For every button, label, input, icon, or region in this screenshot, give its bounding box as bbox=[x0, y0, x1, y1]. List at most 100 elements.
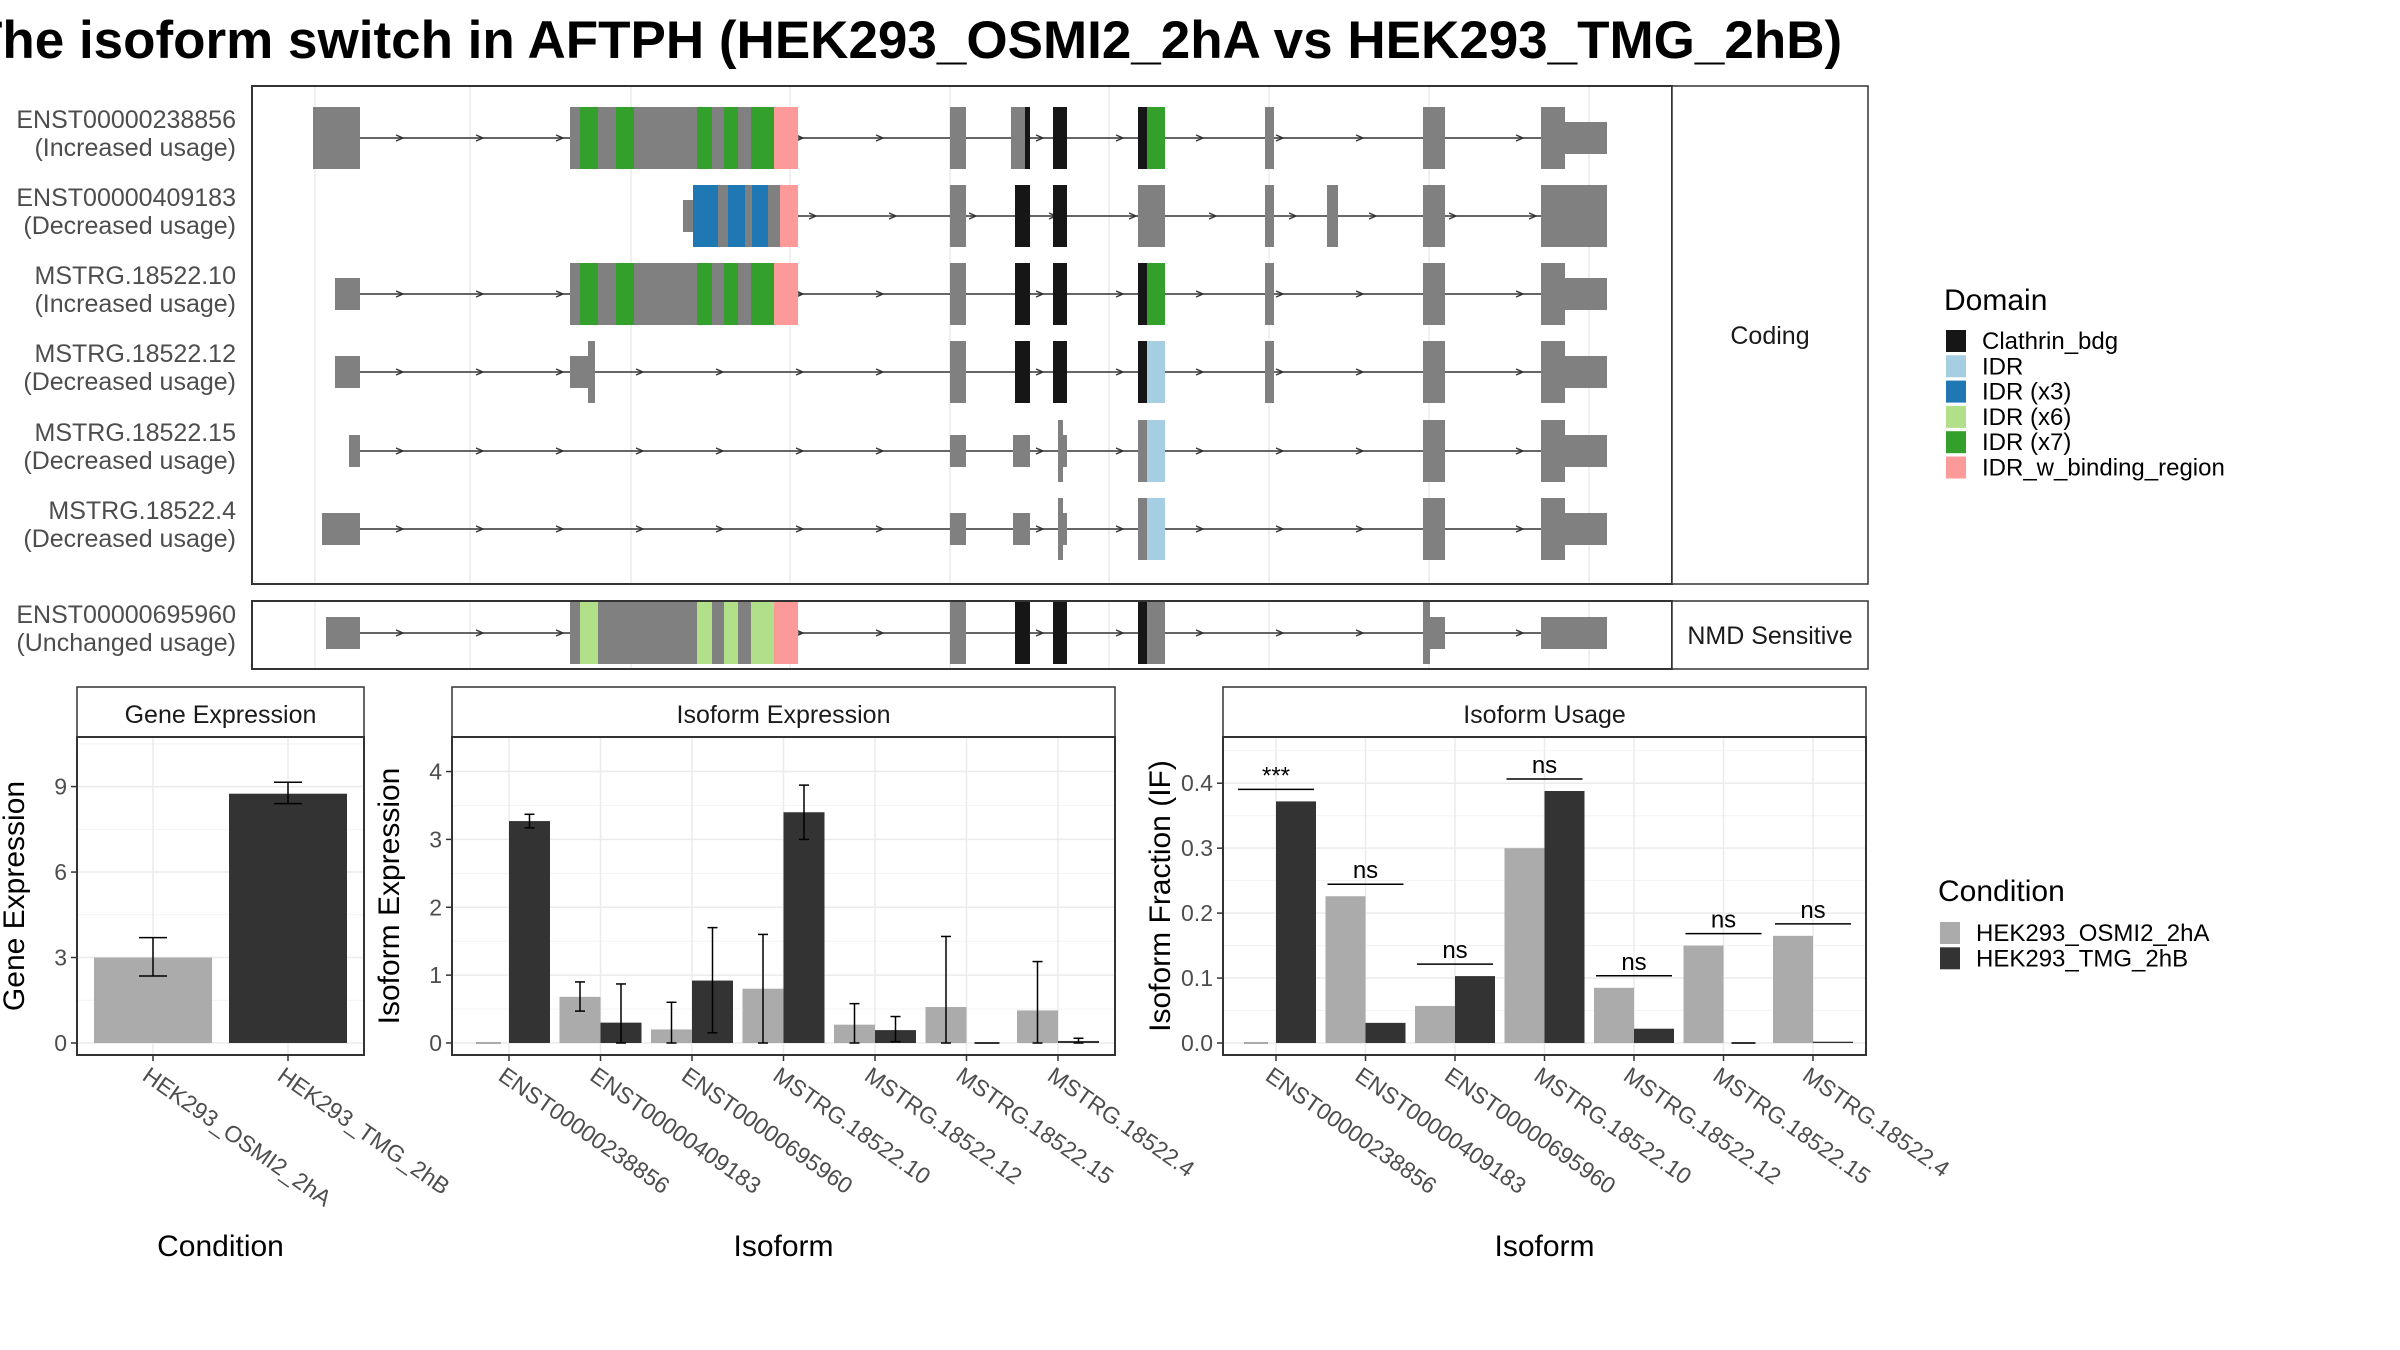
exon-segment bbox=[780, 107, 798, 169]
significance-label: ns bbox=[1711, 907, 1736, 934]
exon-segment bbox=[1147, 498, 1165, 560]
intron-arrow-icon bbox=[715, 447, 725, 455]
exon-segment bbox=[1541, 107, 1565, 169]
exon-segment bbox=[616, 107, 634, 169]
exon-segment bbox=[950, 513, 966, 545]
exon-segment bbox=[570, 602, 580, 664]
exon-segment bbox=[1013, 435, 1030, 467]
exon-segment bbox=[616, 602, 630, 664]
chart-panel: Isoform Expression 0 1 2 3 4 ENST00000238856EN… bbox=[373, 686, 1200, 1263]
exon-segment bbox=[1053, 107, 1067, 169]
intron-arrow-icon bbox=[1515, 368, 1525, 376]
transcript-usage-label: (Decreased usage) bbox=[23, 525, 236, 553]
exon-segment bbox=[950, 435, 966, 467]
exon-segment bbox=[780, 263, 798, 325]
y-tick-label: 2 bbox=[429, 894, 442, 920]
error-bar bbox=[890, 1015, 901, 1043]
intron-arrow-icon bbox=[1115, 134, 1125, 142]
exon-segment bbox=[349, 435, 360, 467]
exon-segment bbox=[1565, 513, 1607, 545]
exon-segment bbox=[656, 263, 697, 325]
exon-segment bbox=[1138, 107, 1147, 169]
exon-segment bbox=[1147, 602, 1165, 664]
intron-arrow-icon bbox=[1355, 368, 1365, 376]
intron-arrow-icon bbox=[635, 368, 645, 376]
significance-label: ns bbox=[1353, 857, 1378, 884]
transcript-usage-label: (Decreased usage) bbox=[23, 447, 236, 475]
transcript-usage-label: (Increased usage) bbox=[34, 290, 236, 318]
transcript-id-label: ENST00000695960 bbox=[16, 601, 236, 629]
exon-segment bbox=[950, 602, 966, 664]
intron-arrow-icon bbox=[1035, 525, 1045, 533]
error-bar bbox=[524, 813, 535, 829]
bar bbox=[1415, 1005, 1455, 1043]
exon-segment bbox=[1015, 341, 1030, 403]
x-axis-title: Condition bbox=[157, 1230, 284, 1263]
y-axis-title: Isoform Expression bbox=[373, 768, 406, 1025]
exon-segment bbox=[616, 263, 634, 325]
exon-segment bbox=[751, 107, 774, 169]
intron-arrow-icon bbox=[395, 368, 405, 376]
exon-segment bbox=[1138, 185, 1147, 247]
bar bbox=[1504, 848, 1545, 1043]
exon-segment bbox=[634, 107, 656, 169]
bar bbox=[1813, 1041, 1853, 1043]
domain-legend-key bbox=[1946, 405, 1966, 428]
y-tick-label: 1 bbox=[429, 962, 442, 988]
intron-arrow-icon bbox=[1128, 212, 1138, 220]
intron-arrow-icon bbox=[555, 525, 565, 533]
intron-arrow-icon bbox=[875, 629, 885, 637]
intron-arrow-icon bbox=[555, 629, 565, 637]
bar bbox=[1683, 945, 1724, 1043]
transcript-usage-label: (Unchanged usage) bbox=[16, 629, 236, 657]
exon-segment bbox=[1147, 263, 1165, 325]
exon-segment bbox=[1565, 185, 1607, 247]
y-tick-label: 0.2 bbox=[1181, 900, 1213, 926]
exon-segment bbox=[1423, 498, 1445, 560]
exon-segment bbox=[580, 263, 598, 325]
facet-label-coding: Coding bbox=[1730, 322, 1809, 350]
exon-segment bbox=[724, 602, 738, 664]
intron-arrow-icon bbox=[1355, 447, 1365, 455]
bar bbox=[783, 812, 825, 1043]
exon-segment bbox=[570, 263, 580, 325]
exon-segment bbox=[1053, 602, 1067, 664]
transcript-id-label: ENST00000238856 bbox=[16, 106, 236, 134]
exon-segment bbox=[313, 107, 360, 169]
domain-legend-key bbox=[1946, 380, 1966, 403]
exon-segment bbox=[683, 200, 693, 232]
x-tick-label: MSTRG.18522.15 bbox=[1709, 1062, 1876, 1190]
exon-segment bbox=[1025, 107, 1030, 169]
intron-arrow-icon bbox=[475, 447, 485, 455]
transcript-id-label: MSTRG.18522.10 bbox=[35, 262, 237, 290]
x-tick-label: ENST00000238856 bbox=[494, 1062, 674, 1199]
significance-label: ns bbox=[1800, 897, 1825, 924]
intron-arrow-icon bbox=[715, 368, 725, 376]
exon-segment bbox=[697, 263, 712, 325]
intron-arrow-icon bbox=[795, 447, 805, 455]
x-tick-label: ENST00000695960 bbox=[677, 1062, 857, 1199]
exon-segment bbox=[1015, 263, 1030, 325]
intron-arrow-icon bbox=[475, 629, 485, 637]
intron-arrow-icon bbox=[475, 134, 485, 142]
bar bbox=[1544, 791, 1585, 1043]
exon-segment bbox=[1053, 263, 1067, 325]
exon-segment bbox=[738, 263, 751, 325]
exon-segment bbox=[751, 263, 774, 325]
exon-segment bbox=[718, 185, 728, 247]
exon-segment bbox=[1063, 435, 1067, 467]
bar bbox=[1773, 935, 1813, 1043]
exon-segment bbox=[1058, 498, 1063, 560]
exon-segment bbox=[1565, 435, 1607, 467]
condition-legend-title: Condition bbox=[1938, 875, 2065, 908]
intron-arrow-icon bbox=[715, 525, 725, 533]
exon-segment bbox=[697, 602, 712, 664]
intron-arrow-icon bbox=[1275, 447, 1285, 455]
transcript-id-label: MSTRG.18522.15 bbox=[35, 419, 237, 447]
intron-arrow-icon bbox=[1275, 368, 1285, 376]
exon-segment bbox=[1053, 341, 1067, 403]
exon-segment bbox=[1147, 420, 1165, 482]
exon-segment bbox=[1423, 107, 1445, 169]
exon-segment bbox=[1423, 420, 1445, 482]
exon-segment bbox=[1015, 602, 1030, 664]
